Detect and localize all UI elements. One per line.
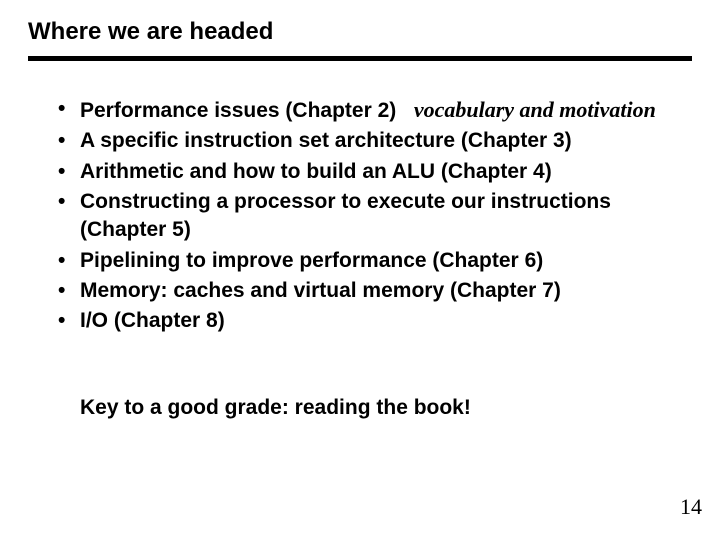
list-item: A specific instruction set architecture … [58, 127, 692, 155]
title-rule [28, 56, 692, 61]
list-item: Memory: caches and virtual memory (Chapt… [58, 277, 692, 305]
bullet-list: Performance issues (Chapter 2) vocabular… [28, 95, 692, 336]
bullet-text: Arithmetic and how to build an ALU (Chap… [80, 160, 552, 183]
bullet-text: A specific instruction set architecture … [80, 129, 572, 152]
list-item: I/O (Chapter 8) [58, 307, 692, 335]
bullet-annotation: vocabulary and motivation [414, 97, 656, 122]
bullet-text: Constructing a processor to execute our … [80, 190, 611, 241]
list-item: Arithmetic and how to build an ALU (Chap… [58, 158, 692, 186]
slide: Where we are headed Performance issues (… [0, 0, 720, 540]
bullet-text: Pipelining to improve performance (Chapt… [80, 249, 543, 272]
bullet-text: Performance issues (Chapter 2) [80, 99, 396, 122]
bullet-text: Memory: caches and virtual memory (Chapt… [80, 279, 561, 302]
list-item: Constructing a processor to execute our … [58, 188, 692, 245]
list-item: Pipelining to improve performance (Chapt… [58, 247, 692, 275]
list-item: Performance issues (Chapter 2) vocabular… [58, 95, 692, 125]
page-number: 14 [680, 494, 702, 520]
slide-title: Where we are headed [28, 18, 692, 46]
key-line: Key to a good grade: reading the book! [28, 396, 692, 420]
bullet-text: I/O (Chapter 8) [80, 309, 225, 332]
